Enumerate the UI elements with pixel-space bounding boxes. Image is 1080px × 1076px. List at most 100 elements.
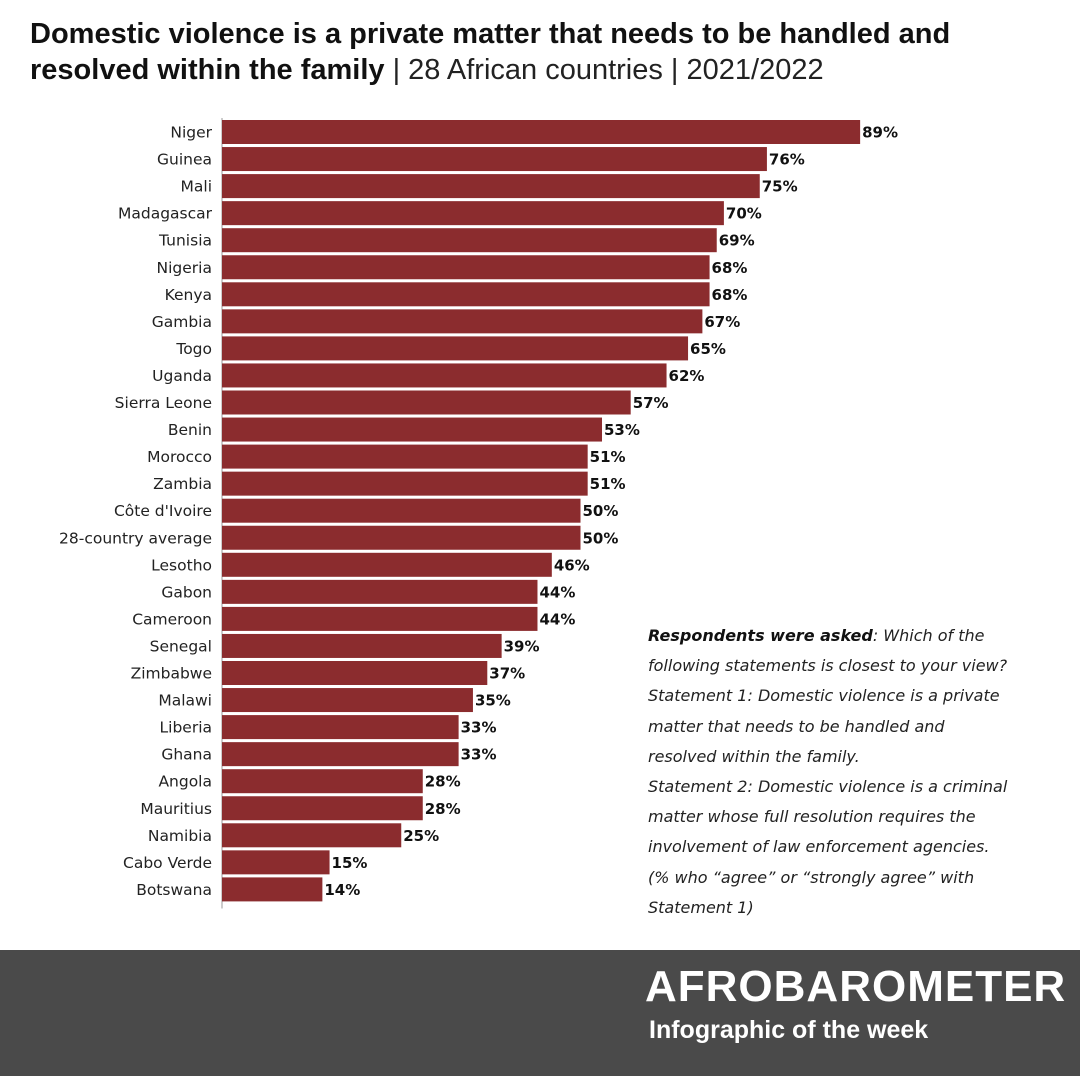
- value-label: 62%: [669, 367, 705, 385]
- bar: [222, 877, 323, 902]
- category-label: Benin: [168, 421, 212, 439]
- category-label: Angola: [158, 773, 212, 791]
- value-label: 68%: [712, 259, 748, 277]
- bar: [222, 201, 724, 226]
- note-line: (% who “agree” or “strongly agree” with: [648, 867, 975, 887]
- category-label: Cameroon: [132, 610, 212, 628]
- category-label: Zambia: [153, 475, 212, 493]
- note-line: matter whose full resolution requires th…: [648, 807, 976, 827]
- note-line: involvement of law enforcement agencies.: [648, 837, 990, 857]
- bar: [222, 633, 502, 658]
- value-label: 37%: [489, 665, 525, 683]
- bar: [222, 390, 631, 415]
- chart-title: Domestic violence is a private matter th…: [30, 16, 1060, 88]
- note-line: Statement 1): [648, 897, 754, 917]
- footer-tagline: Infographic of the week: [649, 1016, 929, 1044]
- category-label: Nigeria: [157, 259, 212, 277]
- category-label: Madagascar: [118, 205, 213, 223]
- category-label: Namibia: [148, 827, 212, 845]
- category-label: Liberia: [160, 719, 213, 737]
- note-line-rest: : Which of the: [872, 626, 985, 645]
- category-label: Mali: [181, 178, 212, 196]
- value-label: 25%: [403, 827, 439, 845]
- value-label: 35%: [475, 692, 511, 710]
- category-label: Cabo Verde: [123, 854, 212, 872]
- bar: [222, 120, 861, 144]
- category-label: Uganda: [152, 367, 212, 385]
- value-label: 53%: [604, 421, 640, 439]
- value-label: 68%: [712, 286, 748, 304]
- bar: [222, 444, 588, 469]
- note-line: Statement 1: Domestic violence is a priv…: [648, 686, 1000, 706]
- category-label: Gambia: [152, 313, 212, 331]
- bar: [222, 525, 581, 550]
- value-label: 89%: [862, 124, 898, 142]
- bar: [222, 715, 459, 740]
- category-label: 28-country average: [59, 529, 212, 547]
- bar: [222, 174, 760, 199]
- value-label: 28%: [425, 773, 461, 791]
- value-label: 70%: [726, 205, 762, 223]
- value-label: 69%: [719, 232, 755, 250]
- value-label: 15%: [332, 854, 368, 872]
- value-label: 44%: [539, 583, 575, 601]
- value-label: 67%: [704, 313, 740, 331]
- category-label: Malawi: [158, 692, 212, 710]
- value-label: 28%: [425, 800, 461, 818]
- value-label: 50%: [583, 502, 619, 520]
- category-label: Kenya: [165, 286, 212, 304]
- bar: [222, 255, 710, 280]
- bar: [222, 606, 538, 631]
- bar: [222, 552, 552, 577]
- category-label: Togo: [175, 340, 212, 358]
- bar: [222, 823, 402, 848]
- bar: [222, 336, 689, 361]
- value-label: 51%: [590, 475, 626, 493]
- bar: [222, 282, 710, 307]
- value-label: 76%: [769, 151, 805, 169]
- brand-logo: AFROBAROMETER: [645, 962, 1067, 1011]
- category-label: Mauritius: [140, 800, 212, 818]
- bar-chart: Niger 89% Guinea 76% Mali 75% Madagascar 70% Tun…: [59, 118, 898, 909]
- bar: [222, 417, 603, 442]
- chart-title-meta: | 28 African countries | 2021/2022: [384, 54, 824, 86]
- value-label: 33%: [461, 719, 497, 737]
- category-label: Tunisia: [158, 232, 212, 250]
- bar: [222, 688, 473, 713]
- note-line: Respondents were asked: Which of the: [648, 621, 1058, 651]
- category-label: Botswana: [136, 881, 212, 899]
- value-label: 14%: [324, 881, 360, 899]
- category-label: Morocco: [147, 448, 212, 466]
- category-label: Senegal: [150, 637, 212, 655]
- footer-bar: AFROBAROMETER Infographic of the week: [0, 950, 1080, 1076]
- bar: [222, 363, 667, 388]
- bar: [222, 228, 717, 253]
- value-label: 75%: [762, 178, 798, 196]
- category-label: Côte d'Ivoire: [114, 502, 212, 520]
- category-label: Guinea: [157, 151, 212, 169]
- bar: [222, 769, 423, 794]
- value-label: 57%: [633, 394, 669, 412]
- note-line: Statement 2: Domestic violence is a crim…: [648, 777, 1008, 797]
- note-lead: Respondents were asked: [648, 626, 873, 645]
- value-label: 33%: [461, 746, 497, 764]
- chart-title-main: Domestic violence is a private matter th…: [30, 18, 951, 86]
- note-line: following statements is closest to your …: [648, 656, 1008, 676]
- category-label: Niger: [170, 124, 212, 142]
- bar: [222, 147, 767, 172]
- bar: [222, 471, 588, 496]
- value-label: 65%: [690, 340, 726, 358]
- bar: [222, 796, 423, 821]
- value-label: 39%: [504, 637, 540, 655]
- bar: [222, 309, 703, 334]
- category-label: Sierra Leone: [115, 394, 212, 412]
- category-label: Gabon: [161, 583, 212, 601]
- category-label: Ghana: [161, 746, 212, 764]
- bar: [222, 850, 330, 875]
- value-label: 44%: [539, 610, 575, 628]
- category-label: Zimbabwe: [131, 665, 212, 683]
- value-label: 46%: [554, 556, 590, 574]
- bar: [222, 661, 488, 685]
- value-label: 51%: [590, 448, 626, 466]
- bar: [222, 742, 459, 767]
